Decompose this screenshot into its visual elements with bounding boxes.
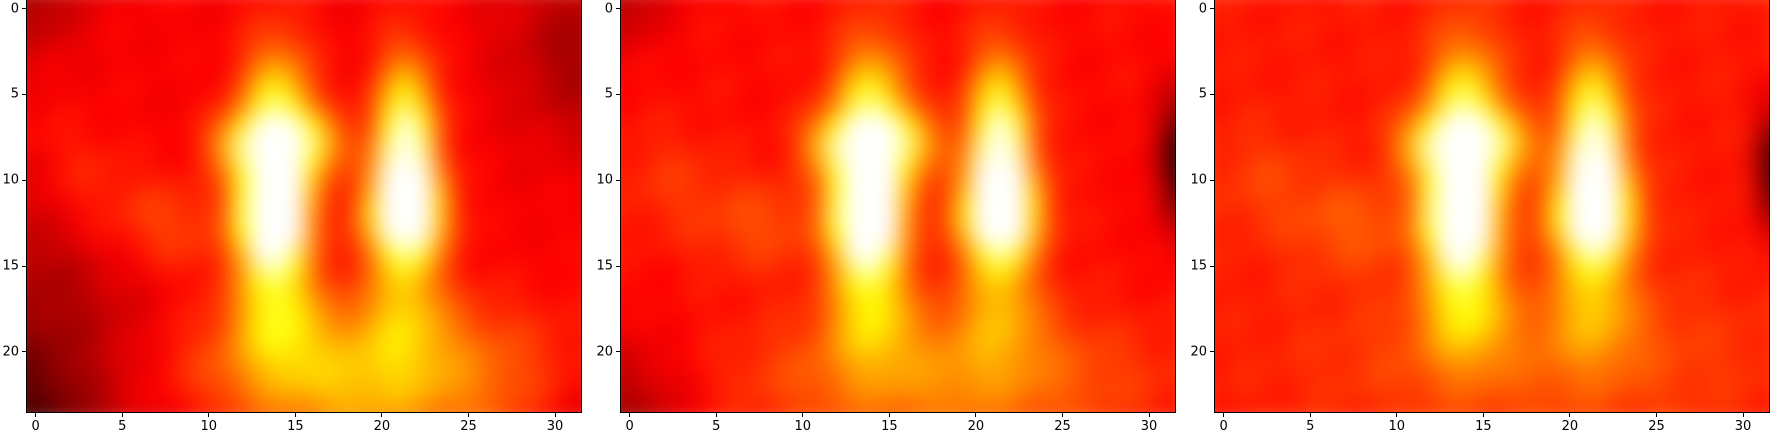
x-tick-mark (1223, 412, 1225, 417)
y-tick-label: 5 (1198, 86, 1207, 102)
y-tick-label: 0 (1198, 1, 1207, 17)
heatmap-image (27, 0, 581, 412)
y-tick-label: 5 (10, 86, 19, 102)
x-tick-mark (381, 412, 383, 417)
x-tick-mark (208, 412, 210, 417)
x-tick-label: 25 (1648, 419, 1665, 434)
y-tick-mark (22, 351, 27, 353)
y-tick-mark (1210, 93, 1215, 95)
y-tick-label: 20 (596, 344, 613, 360)
x-tick-label: 0 (31, 419, 40, 434)
x-tick-mark (1569, 412, 1571, 417)
y-tick-mark (1210, 265, 1215, 267)
x-tick-mark (888, 412, 890, 417)
heatmap-plot-area (26, 0, 582, 413)
x-tick-label: 5 (1306, 419, 1315, 434)
x-tick-label: 10 (200, 419, 218, 434)
y-tick-label: 0 (10, 1, 19, 17)
heatmap-plot-area (1214, 0, 1770, 413)
heatmap-image (1215, 0, 1769, 412)
x-tick-label: 15 (1475, 419, 1492, 434)
x-tick-label: 0 (625, 419, 634, 434)
y-tick-mark (22, 8, 27, 10)
x-tick-label: 5 (118, 419, 127, 434)
y-tick-label: 15 (2, 258, 19, 274)
y-tick-label: 0 (604, 1, 613, 17)
y-tick-mark (1210, 8, 1215, 10)
y-tick-mark (616, 93, 621, 95)
heatmap-image (621, 0, 1175, 412)
heatmap-plot-area (620, 0, 1176, 413)
y-tick-label: 20 (1190, 344, 1207, 360)
x-tick-label: 30 (546, 419, 564, 434)
y-tick-label: 10 (2, 172, 19, 188)
y-tick-mark (22, 179, 27, 181)
x-tick-label: 20 (373, 419, 391, 434)
x-tick-label: 15 (287, 419, 304, 434)
x-tick-mark (1148, 412, 1150, 417)
y-tick-mark (616, 8, 621, 10)
y-tick-mark (616, 265, 621, 267)
y-tick-label: 15 (1190, 258, 1207, 274)
x-tick-mark (715, 412, 717, 417)
y-tick-mark (1210, 179, 1215, 181)
x-tick-label: 20 (1561, 419, 1579, 434)
x-tick-mark (35, 412, 37, 417)
x-tick-mark (121, 412, 123, 417)
x-tick-mark (1742, 412, 1744, 417)
x-tick-label: 30 (1734, 419, 1752, 434)
y-tick-mark (616, 351, 621, 353)
x-tick-mark (1482, 412, 1484, 417)
heatmap-panel-1: 0 5 10 15 20 25 30 0 5 10 15 20 (0, 0, 590, 438)
x-tick-mark (1655, 412, 1657, 417)
x-tick-mark (1309, 412, 1311, 417)
y-tick-label: 10 (596, 172, 613, 188)
y-tick-label: 15 (596, 258, 613, 274)
x-tick-label: 0 (1219, 419, 1228, 434)
x-tick-label: 5 (712, 419, 721, 434)
y-tick-label: 20 (2, 344, 19, 360)
x-tick-mark (467, 412, 469, 417)
x-tick-label: 30 (1140, 419, 1158, 434)
x-tick-mark (802, 412, 804, 417)
x-tick-label: 10 (794, 419, 812, 434)
x-tick-mark (294, 412, 296, 417)
x-tick-mark (1061, 412, 1063, 417)
y-tick-mark (22, 265, 27, 267)
x-tick-label: 15 (881, 419, 898, 434)
x-tick-label: 25 (1054, 419, 1071, 434)
heatmap-panel-3: 0 5 10 15 20 25 30 0 5 10 15 20 (1186, 0, 1770, 438)
y-tick-label: 5 (604, 86, 613, 102)
y-tick-mark (1210, 351, 1215, 353)
x-tick-label: 20 (967, 419, 985, 434)
x-tick-mark (629, 412, 631, 417)
x-tick-mark (975, 412, 977, 417)
x-tick-mark (1396, 412, 1398, 417)
heatmap-panel-2: 0 5 10 15 20 25 30 0 5 10 15 20 (593, 0, 1183, 438)
x-tick-label: 10 (1388, 419, 1406, 434)
y-tick-label: 10 (1190, 172, 1207, 188)
x-tick-label: 25 (460, 419, 477, 434)
y-tick-mark (616, 179, 621, 181)
y-tick-mark (22, 93, 27, 95)
x-tick-mark (554, 412, 556, 417)
